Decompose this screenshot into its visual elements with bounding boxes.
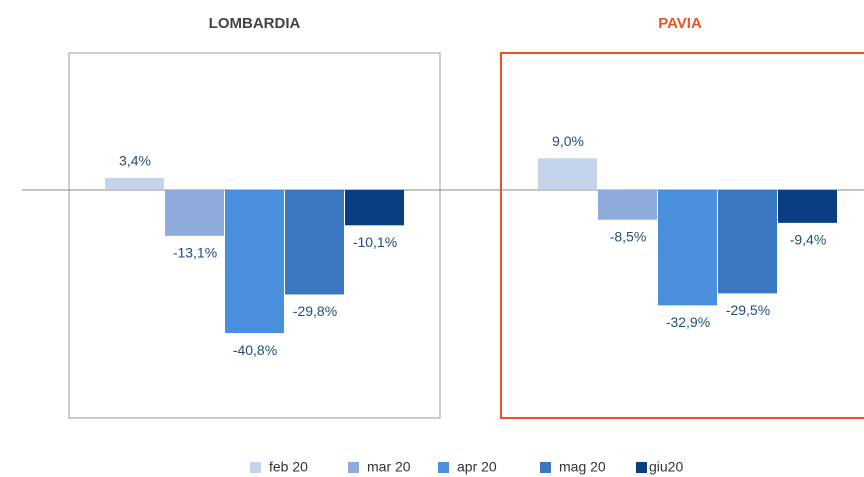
bar	[285, 189, 344, 295]
legend-swatch	[540, 462, 551, 473]
bar	[105, 177, 164, 190]
legend-label: mar 20	[367, 459, 411, 475]
legend-swatch	[636, 462, 647, 473]
chart-title: LOMBARDIA	[209, 15, 301, 32]
data-label: -32,9%	[666, 314, 710, 330]
data-label: 9,0%	[552, 133, 584, 149]
legend-swatch	[250, 462, 261, 473]
bar	[538, 158, 597, 190]
legend-label: mag 20	[559, 459, 606, 475]
data-label: -29,8%	[293, 303, 337, 319]
chart-title: PAVIA	[658, 15, 702, 32]
data-label: -9,4%	[790, 232, 827, 248]
data-label: -40,8%	[233, 342, 277, 358]
data-label: 3,4%	[119, 153, 151, 169]
legend-label: apr 20	[457, 459, 497, 475]
bar	[598, 189, 657, 220]
legend-label: giu20	[649, 459, 683, 475]
bar	[778, 189, 837, 223]
bar	[345, 189, 404, 226]
chart-frame	[68, 52, 441, 419]
legend-swatch	[438, 462, 449, 473]
legend-label: feb 20	[269, 459, 308, 475]
bar	[718, 189, 777, 294]
bar	[165, 189, 224, 236]
data-label: -13,1%	[173, 245, 217, 261]
legend-swatch	[348, 462, 359, 473]
chart-frame	[500, 52, 864, 419]
data-label: -29,5%	[726, 302, 770, 318]
data-label: -8,5%	[610, 228, 647, 244]
bar	[658, 189, 717, 306]
bar	[225, 189, 284, 334]
data-label: -10,1%	[353, 234, 397, 250]
